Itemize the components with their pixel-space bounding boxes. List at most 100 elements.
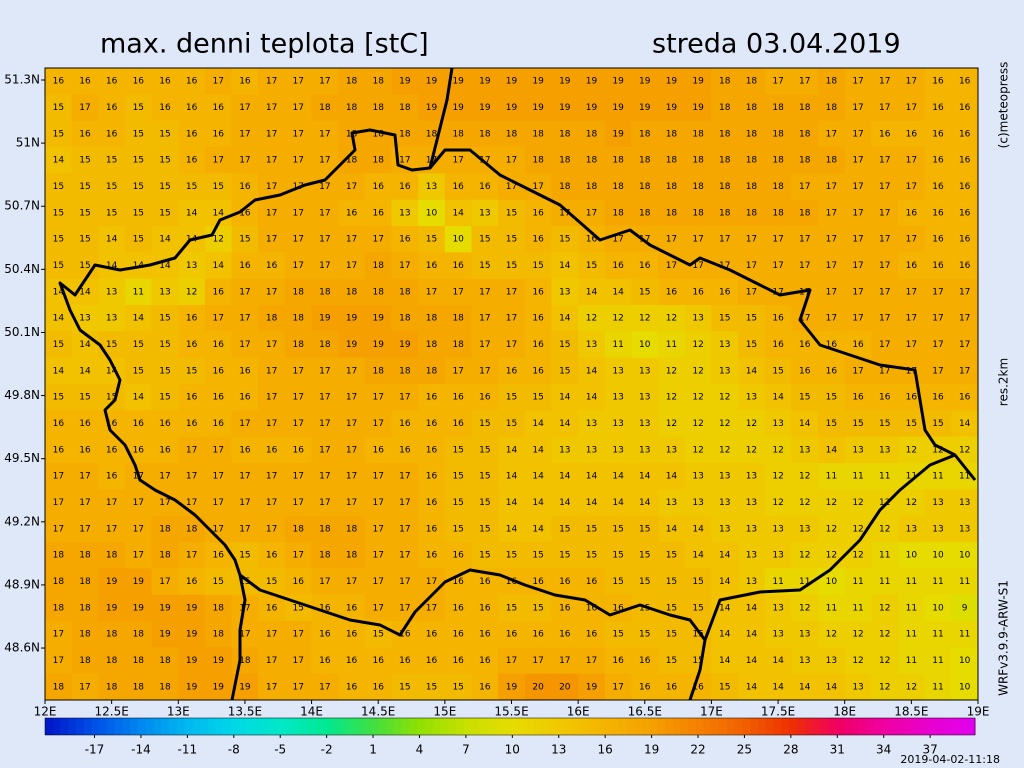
- grid-cell: [818, 278, 846, 306]
- cell-value: 16: [559, 603, 571, 613]
- grid-cell: [204, 226, 233, 253]
- cell-value: 18: [399, 287, 411, 297]
- colorbar-segment: [796, 718, 805, 735]
- cell-value: 17: [293, 472, 304, 482]
- grid-cell: [71, 120, 99, 148]
- grid-cell: [444, 410, 473, 438]
- x-tick-label: 19E: [967, 705, 990, 719]
- cell-value: 12: [826, 630, 837, 640]
- cell-value: 18: [719, 182, 731, 192]
- grid-cell: [364, 199, 393, 227]
- grid-cell: [871, 173, 899, 201]
- colorbar-segment: [874, 718, 883, 735]
- cell-value: 17: [319, 182, 330, 192]
- grid-cell: [258, 515, 286, 543]
- grid-cell: [844, 568, 872, 596]
- grid-cell: [45, 226, 73, 253]
- colorbar-segment: [928, 718, 937, 735]
- cell-value: 11: [879, 472, 890, 482]
- colorbar-segment: [649, 718, 658, 735]
- grid-cell: [471, 647, 499, 675]
- cell-value: 18: [319, 524, 331, 534]
- cell-value: 18: [719, 77, 731, 87]
- cell-value: 18: [559, 129, 571, 139]
- grid-cell: [364, 568, 393, 596]
- grid-cell: [791, 94, 819, 122]
- cell-value: 13: [399, 208, 410, 218]
- border-line: [58, 67, 454, 701]
- grid-cell: [684, 226, 712, 253]
- colorbar-segment: [517, 718, 526, 735]
- cell-value: 18: [106, 682, 118, 692]
- grid-cell: [151, 515, 179, 543]
- grid-cell: [444, 647, 473, 675]
- cell-value: 15: [479, 419, 490, 429]
- colorbar-segment: [626, 718, 635, 735]
- cell-value: 12: [799, 551, 810, 561]
- colorbar-segment: [936, 718, 945, 735]
- cell-value: 17: [559, 656, 570, 666]
- cell-value: 10: [932, 551, 944, 561]
- grid-cell: [631, 147, 659, 174]
- grid-cell: [524, 226, 552, 253]
- colorbar-segment: [502, 718, 511, 735]
- grid-cell: [151, 673, 179, 701]
- grid-cell: [684, 147, 712, 174]
- cell-value: 13: [772, 603, 783, 613]
- cell-value: 18: [346, 287, 358, 297]
- grid-cell: [738, 357, 766, 385]
- cell-value: 17: [346, 472, 357, 482]
- colorbar-segment: [76, 718, 85, 735]
- grid-cell: [764, 94, 792, 122]
- cell-value: 19: [346, 340, 358, 350]
- colorbar-segment: [448, 718, 457, 735]
- grid-cell: [818, 68, 846, 95]
- grid-cell: [791, 384, 819, 411]
- cell-value: 14: [79, 287, 91, 297]
- grid-cell: [764, 305, 792, 332]
- cell-value: 18: [106, 656, 118, 666]
- grid-cell: [124, 199, 153, 227]
- grid-cell: [524, 147, 552, 174]
- colorbar-segment: [68, 718, 77, 735]
- grid-cell: [418, 647, 446, 675]
- cell-value: 18: [159, 682, 171, 692]
- cell-value: 15: [239, 551, 250, 561]
- cell-value: 12: [826, 498, 837, 508]
- grid-cell: [151, 436, 179, 464]
- grid-cell: [738, 542, 766, 569]
- cell-value: 16: [426, 419, 438, 429]
- cell-value: 18: [79, 551, 91, 561]
- cell-value: 12: [692, 393, 703, 403]
- grid-cell: [711, 173, 739, 201]
- cell-value: 17: [772, 235, 783, 245]
- map: 16 16 16 16 16 16 17 16 17 17 17 18 18 19 19 19 19 19 19 19…: [45, 68, 979, 701]
- cell-value: 15: [506, 551, 517, 561]
- cell-value: 17: [426, 287, 437, 297]
- cell-value: 18: [319, 551, 331, 561]
- cell-value: 16: [852, 393, 864, 403]
- colorbar-segment: [610, 718, 619, 735]
- cell-value: 17: [826, 182, 837, 192]
- cell-value: 16: [106, 419, 118, 429]
- grid-cell: [658, 515, 686, 543]
- cell-value: 15: [692, 603, 703, 613]
- grid-cell: [338, 410, 366, 438]
- grid-cell: [738, 673, 766, 701]
- grid-cell: [604, 94, 632, 122]
- grid-cell: [684, 594, 712, 622]
- colorbar-segment: [424, 718, 433, 735]
- grid-cell: [844, 68, 872, 95]
- grid-cell: [631, 94, 659, 122]
- cell-value: 18: [53, 577, 65, 587]
- cell-value: 17: [293, 103, 304, 113]
- grid-cell: [231, 252, 259, 280]
- cell-value: 15: [53, 182, 64, 192]
- cell-value: 17: [506, 656, 517, 666]
- cell-value: 17: [319, 498, 330, 508]
- cell-value: 17: [293, 682, 304, 692]
- grid-cell: [578, 68, 606, 95]
- grid-cell: [71, 199, 99, 227]
- grid-cell: [818, 252, 846, 280]
- grid-cell: [551, 278, 579, 306]
